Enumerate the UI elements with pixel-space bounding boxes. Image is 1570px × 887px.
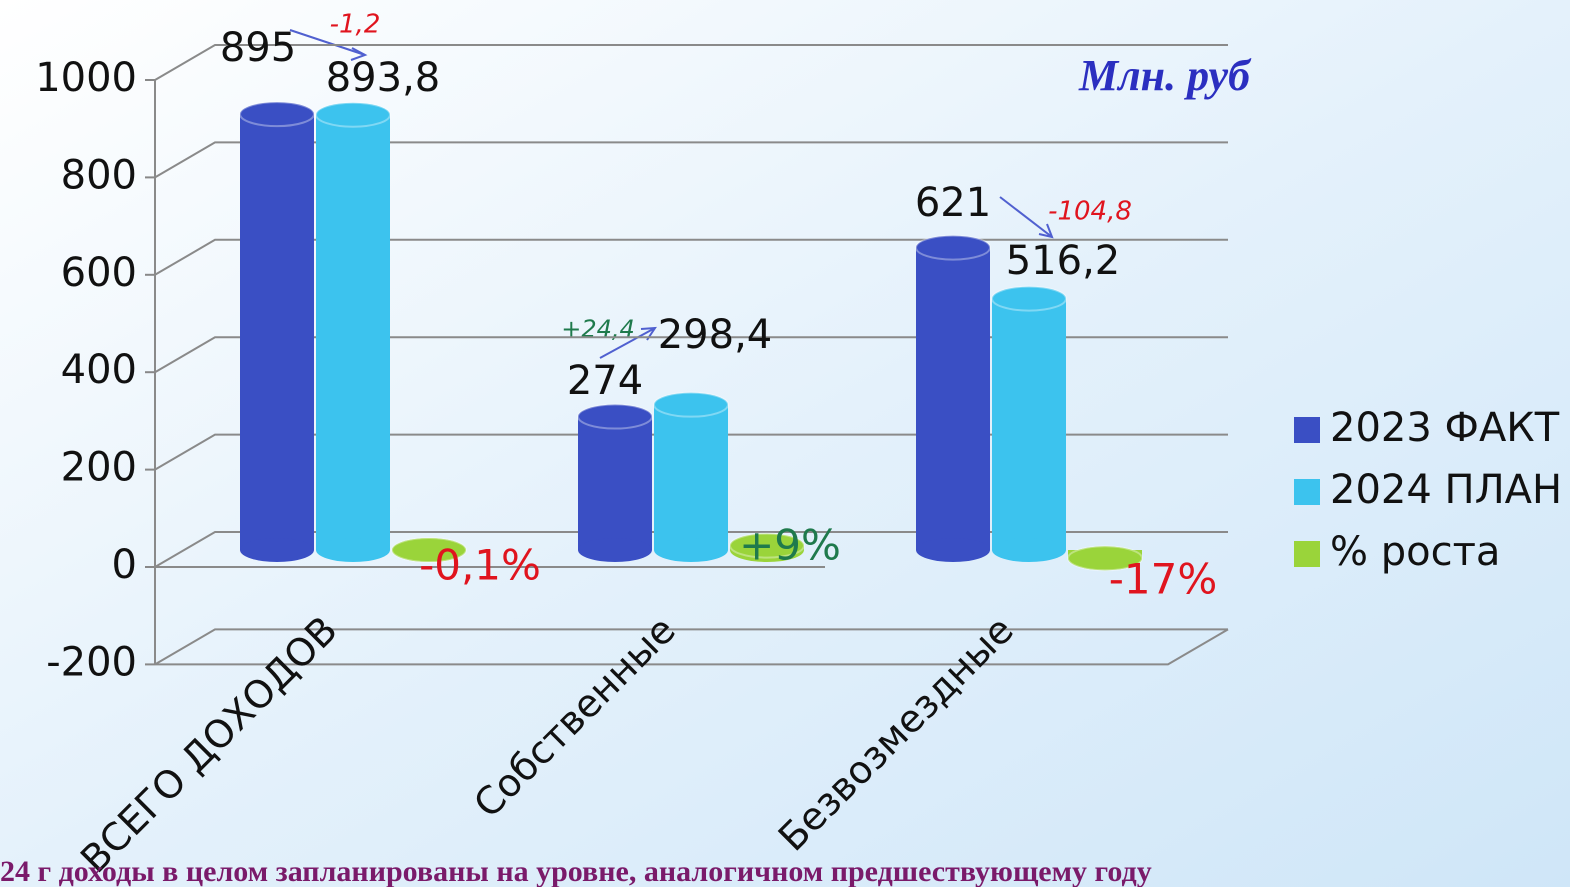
bar-base	[240, 538, 314, 562]
grid-line	[154, 44, 1228, 81]
bar	[316, 114, 390, 551]
floor-edge	[155, 628, 1229, 666]
grid-line	[154, 628, 1228, 666]
y-tick-label: 0	[112, 542, 137, 588]
legend-swatch	[1294, 479, 1320, 505]
bar-top	[1067, 545, 1143, 572]
y-tick-label: 800	[61, 152, 137, 198]
bar-base	[916, 538, 990, 562]
value-label: -17%	[1109, 555, 1218, 604]
grid-line	[154, 531, 1228, 568]
annotation: +24,4	[561, 315, 635, 343]
annotation: -104,8	[1048, 197, 1132, 227]
legend-label: 2024 ПЛАН	[1330, 467, 1562, 513]
value-label: 895	[220, 25, 296, 71]
grid-line	[154, 141, 1228, 179]
bar-top	[991, 285, 1067, 312]
bar-top	[577, 403, 653, 430]
unit-label: Млн. руб	[1078, 51, 1252, 100]
bar	[992, 298, 1066, 550]
bar	[240, 114, 314, 550]
value-label: +9%	[739, 521, 841, 570]
footnote: 24 г доходы в целом запланированы на уро…	[0, 855, 1152, 887]
annotation: -1,2	[330, 10, 381, 40]
bar-base	[992, 538, 1066, 562]
bar-top	[239, 101, 315, 128]
y-tick-label: 400	[61, 347, 137, 393]
legend-label: % роста	[1330, 529, 1500, 575]
legend-swatch	[1294, 541, 1320, 567]
legend-label: 2023 ФАКТ	[1330, 405, 1560, 451]
y-tick-label: 200	[61, 445, 137, 491]
bar-base	[578, 538, 652, 562]
bar	[654, 404, 728, 550]
bar-top	[391, 537, 467, 564]
value-label: 621	[915, 180, 991, 226]
bar-top	[729, 532, 805, 559]
bar-top	[653, 391, 729, 418]
bar-base	[654, 538, 728, 562]
y-tick-label: 600	[61, 250, 137, 296]
bar-base	[316, 538, 390, 562]
value-label: -0,1%	[419, 541, 541, 590]
bar	[916, 247, 990, 550]
grid-line	[154, 433, 1228, 471]
grid-line	[154, 336, 1228, 374]
y-tick-label: -200	[46, 639, 137, 685]
bar-top	[315, 101, 391, 128]
value-label: 298,4	[658, 312, 773, 358]
arrows	[289, 29, 1054, 359]
value-label: 274	[567, 358, 643, 404]
value-label: 516,2	[1006, 238, 1121, 284]
bar	[578, 416, 652, 550]
value-label: 893,8	[326, 55, 441, 101]
legend-swatch	[1294, 417, 1320, 443]
grid-line	[154, 238, 1228, 276]
bar-top	[915, 234, 991, 261]
y-tick-label: 1000	[35, 55, 137, 101]
